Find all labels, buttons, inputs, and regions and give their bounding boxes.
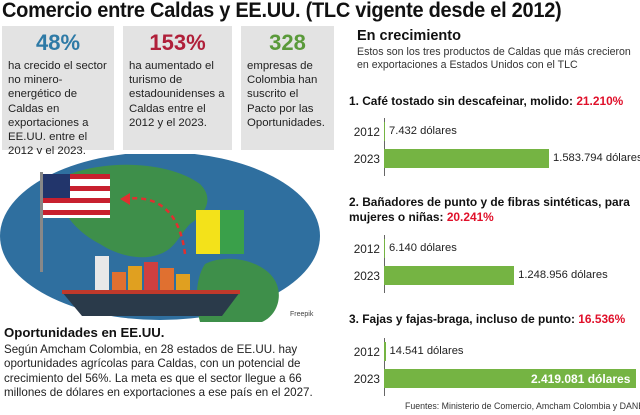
- stat-box-tourism: 153% ha aumentado el turismo de estadoun…: [123, 26, 232, 150]
- us-flag: [40, 172, 110, 272]
- value-label: 2.419.081 dólares: [531, 372, 631, 386]
- product-title: 3. Fajas y fajas-braga, incluso de punto…: [349, 312, 640, 327]
- product-label: 2. Bañadores de punto y de fibras sintét…: [349, 195, 630, 224]
- stat-number: 48%: [35, 30, 81, 55]
- stat-description: empresas de Colombia han suscrito el Pac…: [247, 60, 325, 129]
- stat-box-exports: 48% ha crecido el sector no minero-energ…: [2, 26, 114, 157]
- bar-2023: [384, 149, 549, 168]
- bar-2023: [384, 266, 515, 285]
- stat-description: ha crecido el sector no minero-energétic…: [8, 60, 107, 158]
- growth-title: En crecimiento: [357, 28, 461, 44]
- image-credit: Freepik: [290, 311, 314, 318]
- product-growth: 21.210%: [576, 94, 624, 108]
- bar-2012: [384, 122, 385, 141]
- stat-number: 153%: [149, 30, 206, 55]
- chart-axis: [384, 338, 385, 396]
- value-label: 7.432 dólares: [389, 125, 457, 137]
- value-label: 6.140 dólares: [389, 242, 457, 254]
- value-label: 1.583.794 dólares: [552, 152, 640, 164]
- opportunities-text: Según Amcham Colombia, en 28 estados de …: [4, 343, 313, 400]
- trade-arrow: [124, 197, 187, 255]
- year-label: 2012: [353, 125, 380, 139]
- stat-number: 328: [269, 30, 306, 55]
- product-title: 2. Bañadores de punto y de fibras sintét…: [349, 195, 640, 225]
- arrow-head-icon: [120, 193, 130, 205]
- stat-box-companies: 328 empresas de Colombia han suscrito el…: [241, 26, 334, 150]
- year-label: 2012: [353, 345, 380, 359]
- value-label: 1.248.956 dólares: [518, 269, 608, 281]
- bar-2023: [384, 369, 636, 388]
- map-ship-illustration: [0, 152, 320, 322]
- year-label: 2023: [353, 152, 380, 166]
- product-label: 3. Fajas y fajas-braga, incluso de punto…: [349, 312, 575, 326]
- chart-axis: [384, 235, 385, 293]
- product-title: 1. Café tostado sin descafeinar, molido:…: [349, 94, 640, 109]
- opportunities-title: Oportunidades en EE.UU.: [4, 325, 165, 340]
- product-growth: 16.536%: [578, 312, 626, 326]
- value-label: 14.541 dólares: [389, 345, 464, 357]
- year-label: 2023: [353, 269, 380, 283]
- product-label: 1. Café tostado sin descafeinar, molido:: [349, 94, 573, 108]
- stat-description: ha aumentado el turismo de estadounidens…: [129, 60, 225, 129]
- product-growth: 20.241%: [446, 210, 494, 224]
- cargo-ship: [62, 256, 240, 316]
- growth-subtitle: Estos son los tres productos de Caldas q…: [357, 46, 631, 71]
- year-label: 2012: [353, 242, 380, 256]
- caldas-flag: [196, 210, 244, 254]
- source-note: Fuentes: Ministerio de Comercio, Amcham …: [405, 401, 640, 411]
- trade-illustration: [0, 152, 333, 322]
- page-title: Comercio entre Caldas y EE.UU. (TLC vige…: [2, 0, 562, 22]
- year-label: 2023: [353, 372, 380, 386]
- chart-axis: [384, 118, 385, 176]
- bar-2012: [384, 239, 385, 258]
- bar-2012: [384, 342, 386, 361]
